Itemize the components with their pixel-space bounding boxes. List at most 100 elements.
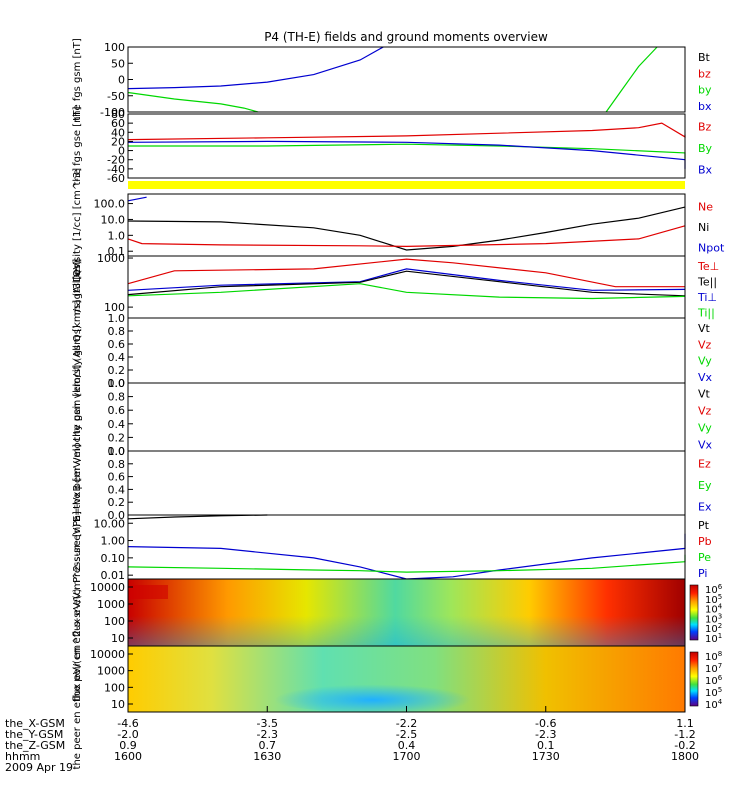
ytick-label: 100.0 (94, 198, 126, 211)
xaxis-row-label: hhmm (5, 750, 40, 763)
ytick-label: 1000 (97, 252, 125, 265)
xtick-y-gsm: -2.3 (257, 728, 278, 741)
series-Pt (127, 514, 268, 520)
colorbar-tick: 103 (705, 612, 722, 625)
spectrogram-shade (128, 579, 685, 646)
xtick-x-gsm: -4.6 (117, 717, 138, 730)
ytick-label: 0.10 (101, 552, 126, 565)
ytick-label: 80 (111, 108, 125, 121)
xtick-x-gsm: -0.6 (535, 717, 556, 730)
legend-Ti||: Ti|| (697, 306, 715, 319)
ytick-label: 0.4 (108, 351, 126, 364)
xtick-hhmm: 1800 (671, 750, 699, 763)
ytick-label: 100 (104, 615, 125, 628)
panel-fgs_gsm: Bt bz by bx 100 50 0 -50 -100 the fgs gsm [nT] (72, 38, 712, 121)
xtick-hhmm: 1730 (532, 750, 560, 763)
xtick-z-gsm: -0.2 (674, 739, 695, 752)
ytick-label: 0.6 (108, 404, 126, 417)
ytick-label: -100 (100, 106, 125, 119)
legend-Vx: Vx (698, 439, 713, 452)
legend-Te⊥: Te⊥ (697, 260, 719, 273)
colorbar-tick: 104 (705, 603, 723, 616)
ytick-label: 0.0 (108, 509, 126, 522)
ylabel-peir_velocity: the peir velocity gsm [km/s] (All Qs) (72, 260, 83, 441)
legend-Pe: Pe (698, 551, 711, 564)
ytick-label: 1000 (97, 665, 125, 678)
series-Ne (127, 225, 686, 248)
colorbar-tick: 105 (705, 593, 722, 606)
legend-bz: bz (698, 67, 711, 80)
series-bx (127, 46, 384, 90)
xaxis-row-label: the_Y-GSM (5, 728, 63, 741)
ytick-label: 0.8 (108, 325, 126, 338)
legend-Bt: Bt (698, 51, 711, 64)
ytick-label: 0 (118, 74, 125, 87)
ylabel-efield: E=-VxB [mV/m] (72, 444, 83, 522)
xtick-hhmm: 1700 (393, 750, 421, 763)
ytick-label: 0.2 (108, 431, 126, 444)
ylabel-peir_eflux: the peir en eflux eV/(cm^2-s-sr-eV) (72, 524, 83, 702)
colorbar-tick: 105 (705, 686, 722, 699)
ytick-label: 0.8 (108, 391, 126, 404)
colorbar-tick: 106 (705, 674, 723, 687)
legend-By: By (698, 142, 713, 155)
ytick-label: 1.00 (101, 535, 126, 548)
panel-density: Ne Ni Npot 100.0 10.0 1.0 0.1 Density [1/cc] [c… (72, 168, 725, 282)
series-Ni (127, 206, 686, 251)
density-yellow-band (128, 181, 685, 189)
ylabel-temperature: magt3 [eV] (72, 259, 83, 316)
legend-Ni: Ni (698, 221, 709, 234)
ytick-label: 10 (111, 632, 125, 645)
colorbar-tick: 106 (705, 583, 723, 596)
plot-title: P4 (TH-E) fields and ground moments over… (264, 30, 548, 44)
ytick-label: 10000 (90, 648, 125, 661)
ylabel-density: Density [1/cc] [cm^-3] (72, 168, 83, 282)
xtick-y-gsm: -2.0 (117, 728, 138, 741)
legend-Bx: Bx (698, 163, 713, 176)
colorbar-tick: 101 (705, 632, 722, 645)
ylabel-peer_velocity: the peer velocity gsm [km/s] (All Qs) (72, 325, 83, 509)
ytick-label: 100 (104, 681, 125, 694)
series-Npot (127, 196, 147, 202)
ytick-label: 100 (104, 301, 125, 314)
xtick-y-gsm: -2.5 (396, 728, 417, 741)
colorbar-tick: 108 (705, 650, 722, 663)
ytick-label: 0.6 (108, 338, 126, 351)
xtick-x-gsm: 1.1 (676, 717, 694, 730)
ytick-label: -60 (107, 172, 125, 185)
legend-Bz: Bz (698, 121, 712, 134)
panel-frame (127, 113, 686, 179)
ytick-label: 0.0 (108, 377, 126, 390)
legend-Vt: Vt (698, 388, 711, 401)
legend-Vz: Vz (698, 338, 712, 351)
series-by (127, 91, 259, 113)
xtick-z-gsm: 0.9 (119, 739, 137, 752)
ytick-label: 1.0 (108, 445, 126, 458)
legend-Te||: Te|| (697, 275, 717, 288)
ylabel-fgs_gsm: the fgs gsm [nT] (72, 38, 83, 121)
series-Te⊥ (127, 258, 685, 288)
ytick-label: 50 (111, 57, 125, 70)
legend-Pi: Pi (698, 567, 707, 580)
xaxis-row-label: the_X-GSM (5, 717, 65, 730)
ytick-label: 0.0 (108, 445, 126, 458)
ytick-label: 0.4 (108, 483, 126, 496)
ytick-label: 0 (118, 145, 125, 158)
legend-Ti⊥: Ti⊥ (697, 291, 717, 304)
colorbar-tick: 107 (705, 662, 722, 675)
ytick-label: 10000 (90, 581, 125, 594)
ytick-label: 1.0 (108, 377, 126, 390)
legend-Vx: Vx (698, 371, 713, 384)
colorbar-peer_eflux (689, 651, 699, 707)
spectrogram-core (246, 669, 527, 713)
ytick-label: 0.6 (108, 471, 126, 484)
ytick-label: 0.4 (108, 418, 126, 431)
xaxis-row-label: the_Z-GSM (5, 739, 65, 752)
ytick-label: -20 (107, 154, 125, 167)
xtick-z-gsm: 0.1 (537, 739, 555, 752)
legend-Pb: Pb (698, 535, 712, 548)
